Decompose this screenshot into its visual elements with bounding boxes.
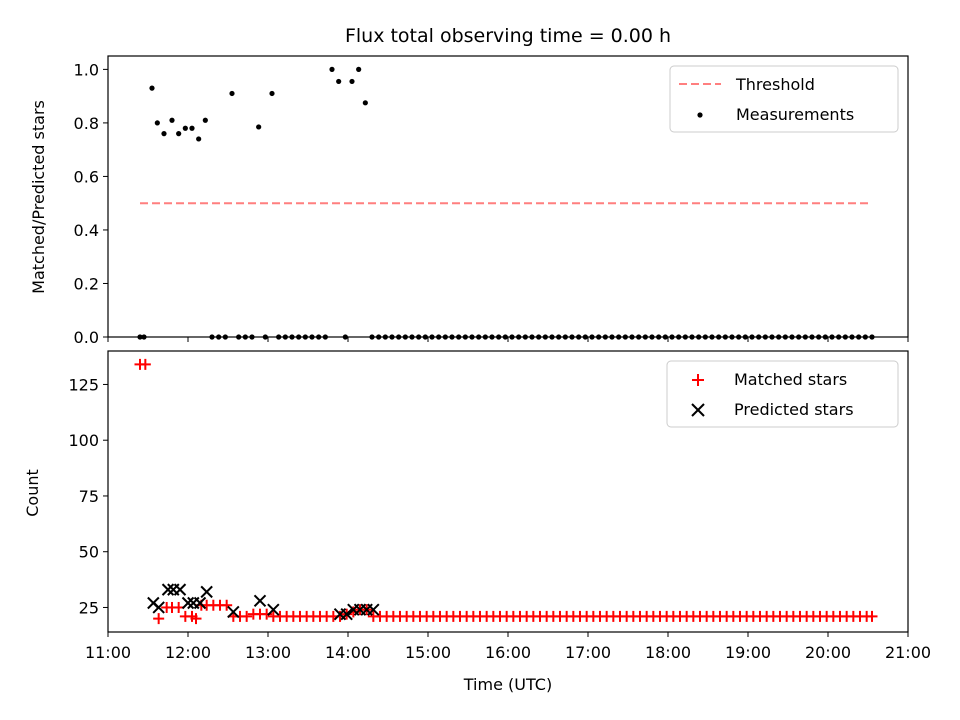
bottom-series-layer <box>134 358 878 625</box>
predicted-star-point <box>161 583 175 596</box>
bottom-y-tick-label: 75 <box>79 487 99 506</box>
predicted-star-point <box>253 594 267 607</box>
bottom-x-tick-label: 16:00 <box>485 643 531 662</box>
legend-predicted-marker <box>691 403 705 417</box>
measurement-point <box>229 90 235 97</box>
bottom-x-tick-label: 11:00 <box>85 643 131 662</box>
top-panel: 0.0 0.2 0.4 0.6 0.8 1.0 Matched/Predicted sta… <box>29 55 909 347</box>
measurement-point <box>256 124 262 130</box>
bottom-x-tick-label: 19:00 <box>725 643 771 662</box>
bottom-legend-box <box>666 360 899 428</box>
measurement-point <box>336 78 342 85</box>
bottom-x-tick-label: 14:00 <box>325 643 371 662</box>
predicted-star-point <box>193 596 207 610</box>
bottom-x-axis-label: Time (UTC) <box>463 675 552 694</box>
top-series-layer <box>137 66 875 340</box>
matched-star-point <box>261 608 273 620</box>
matched-star-point <box>153 613 165 625</box>
bottom-x-tick-label: 12:00 <box>165 643 211 662</box>
bottom-x-ticks: 11:00 12:00 13:00 14:00 15:00 16:00 17:00 18:00… <box>85 632 931 662</box>
top-y-tick-label: 0.6 <box>74 167 99 186</box>
bottom-x-tick-label: 15:00 <box>405 643 451 662</box>
predicted-star-point <box>200 585 213 599</box>
predicted-star-point <box>227 605 240 619</box>
bottom-y-tick-label: 25 <box>79 598 99 617</box>
measurement-point <box>196 136 202 142</box>
measurement-point <box>176 131 182 137</box>
chart-title: Flux total observing time = 0.00 h <box>345 25 671 47</box>
bottom-x-tick-label: 21:00 <box>885 643 931 662</box>
measurement-point <box>161 131 167 137</box>
legend-matched-label: Matched stars <box>734 370 847 389</box>
measurement-point <box>189 125 195 131</box>
top-y-tick-label: 0.0 <box>74 328 99 347</box>
measurement-point <box>202 117 208 123</box>
top-x-ticks <box>107 337 909 342</box>
legend-matched-marker <box>692 374 704 386</box>
predicted-star-point <box>152 601 165 614</box>
measurement-point <box>169 117 175 123</box>
top-legend-box <box>669 65 899 133</box>
top-y-ticks: 0.0 0.2 0.4 0.6 0.8 1.0 <box>74 60 108 347</box>
measurement-point <box>154 120 160 126</box>
top-y-tick-label: 0.4 <box>74 221 99 240</box>
bottom-legend: Matched stars Predicted stars <box>666 360 899 428</box>
measurement-point <box>356 66 362 72</box>
matched-star-point <box>221 599 233 611</box>
matched-star-point <box>139 358 151 370</box>
bottom-x-tick-label: 13:00 <box>245 643 291 662</box>
legend-measurements-marker <box>697 112 703 118</box>
top-y-tick-label: 0.8 <box>74 114 99 133</box>
predicted-star-point <box>173 583 187 596</box>
bottom-y-ticks: 25 50 75 100 125 <box>68 375 108 617</box>
measurement-point <box>269 90 275 97</box>
matched-star-point <box>190 613 202 625</box>
predicted-star-point <box>181 596 195 610</box>
top-y-axis-label: Matched/Predicted stars <box>29 100 48 294</box>
measurement-point <box>329 66 335 72</box>
predicted-star-point <box>367 603 380 616</box>
bottom-panel: 25 50 75 100 125 11:00 12:00 13:00 14:00 15:00 16… <box>23 350 931 694</box>
legend-threshold-label: Threshold <box>735 75 815 94</box>
measurement-point <box>349 78 355 85</box>
legend-measurements-label: Measurements <box>736 105 854 124</box>
top-y-tick-label: 1.0 <box>74 60 99 79</box>
matched-star-point <box>241 610 253 622</box>
top-axes-frame <box>107 55 909 338</box>
bottom-y-tick-label: 125 <box>68 375 99 394</box>
measurement-point <box>149 85 155 91</box>
measurement-point <box>182 125 188 131</box>
predicted-star-point <box>340 607 353 621</box>
bottom-axes-frame <box>107 350 909 633</box>
bottom-x-tick-label: 17:00 <box>565 643 611 662</box>
predicted-star-point <box>267 603 280 616</box>
top-legend: Threshold Measurements <box>669 65 899 133</box>
matched-star-point <box>866 610 878 622</box>
measurement-point <box>362 100 368 106</box>
bottom-y-axis-label: Count <box>23 469 42 517</box>
bottom-y-tick-label: 50 <box>79 543 99 562</box>
legend-predicted-label: Predicted stars <box>734 400 854 419</box>
bottom-x-tick-label: 18:00 <box>645 643 691 662</box>
top-y-tick-label: 0.2 <box>74 274 99 293</box>
bottom-x-tick-label: 20:00 <box>805 643 851 662</box>
bottom-y-tick-label: 100 <box>68 431 99 450</box>
